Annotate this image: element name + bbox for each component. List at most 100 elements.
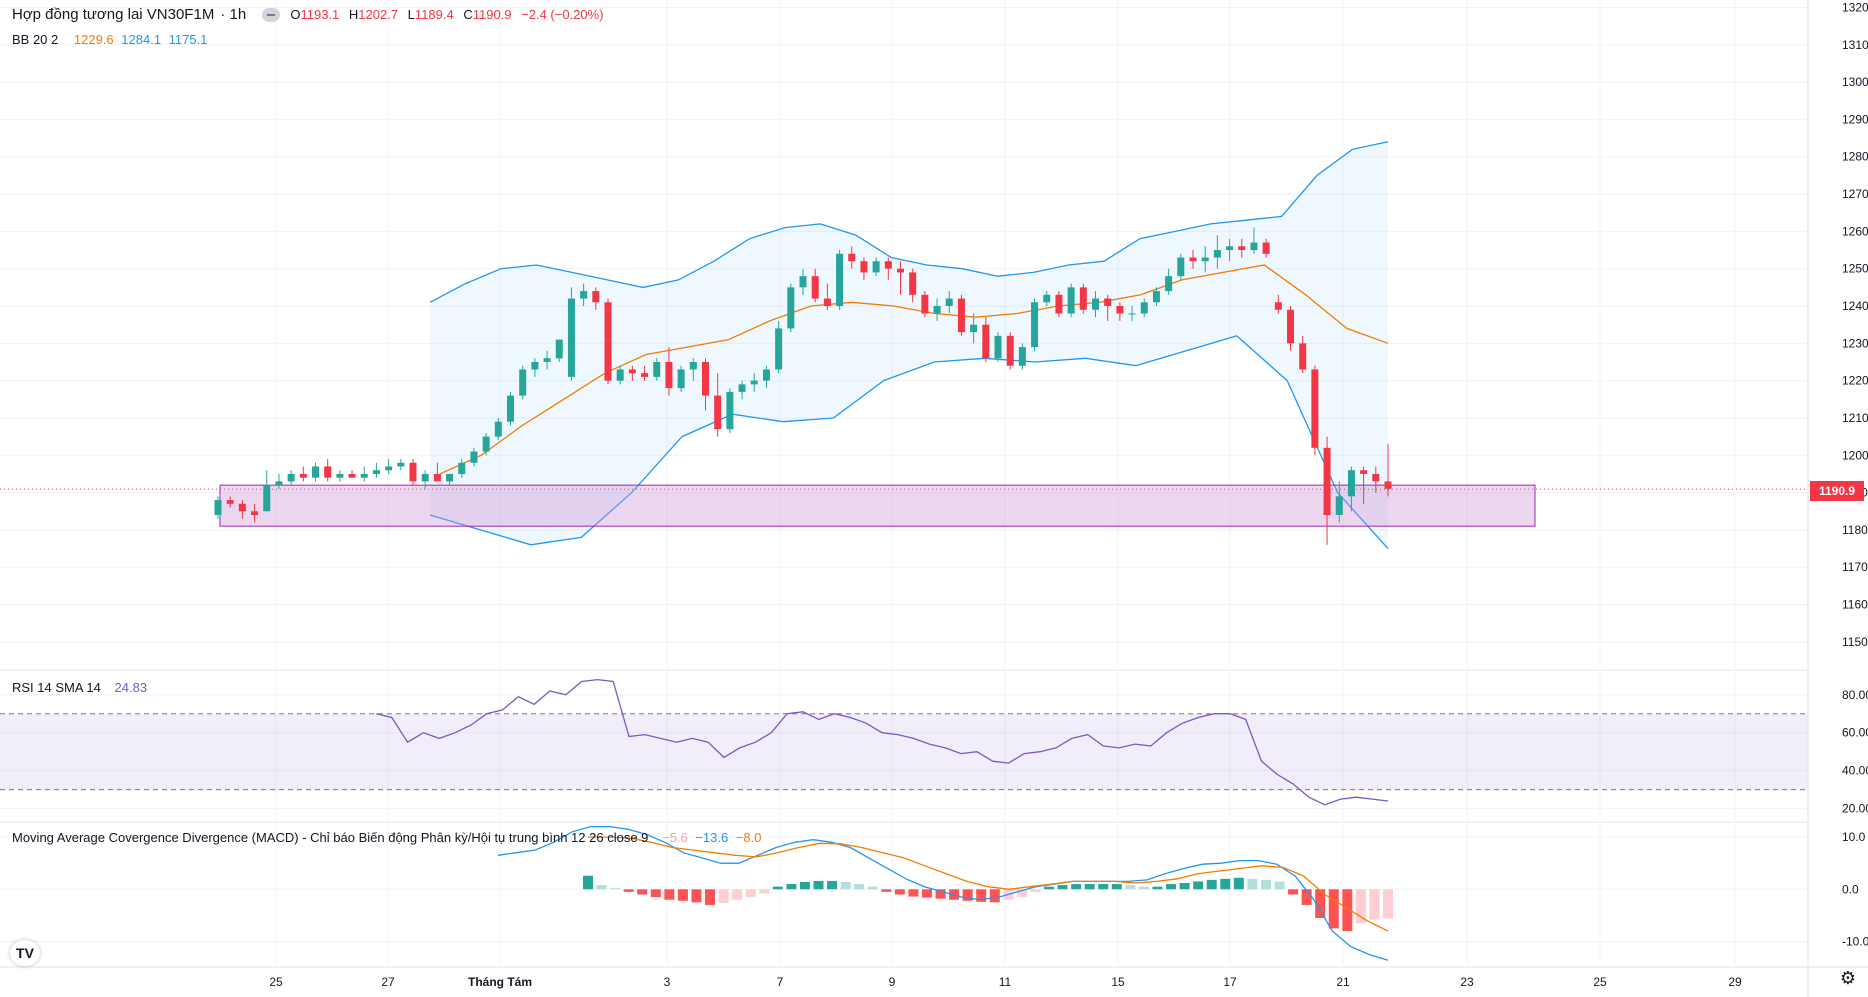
macd-histogram-bar — [759, 889, 770, 894]
candle-body — [226, 500, 234, 504]
price-axis-label: 1170.0 — [1842, 560, 1868, 574]
candle-body — [726, 391, 734, 430]
macd-histogram-bar — [1328, 889, 1339, 929]
macd-histogram-bar — [1111, 884, 1122, 890]
signal-line — [588, 836, 1389, 932]
price-axis-label: 20.00 — [1842, 802, 1868, 816]
price-axis-label: 40.00 — [1842, 764, 1868, 778]
candle-body — [982, 324, 990, 359]
bb-lower-line — [429, 335, 1389, 550]
macd-legend[interactable]: Moving Average Covergence Divergence (MA… — [12, 830, 762, 845]
macd-histogram-bar — [691, 889, 702, 903]
price-axis-label: -10.0 — [1842, 935, 1868, 949]
time-axis-label: 23 — [1460, 975, 1474, 989]
candle-body — [1372, 473, 1380, 482]
candle-body — [641, 373, 649, 377]
candle-body — [263, 485, 271, 512]
macd-histogram-bar — [705, 889, 716, 905]
candle-body — [372, 470, 380, 474]
macd-legend-signal: −8.0 — [735, 830, 762, 845]
macd-histogram-bar — [867, 886, 878, 890]
macd-histogram-bar — [596, 885, 607, 890]
candle-body — [214, 500, 222, 515]
time-axis-label: 25 — [1593, 975, 1607, 989]
macd-histogram-bar — [840, 881, 851, 890]
macd-histogram-bar — [732, 889, 743, 900]
candle-body — [312, 466, 319, 478]
macd-histogram-bar — [1383, 889, 1393, 919]
low-label: L — [407, 7, 415, 22]
price-axis-label: 1250.0 — [1842, 262, 1868, 276]
bollinger-bands — [429, 141, 1389, 550]
candle-body — [1262, 242, 1270, 254]
price-axis-label: 1160.0 — [1842, 598, 1868, 612]
candle-body — [1213, 250, 1221, 258]
candle-body — [1128, 313, 1136, 315]
interval-label[interactable]: · 1h — [220, 6, 247, 23]
rsi-legend[interactable]: RSI 14 SMA 14 24.83 — [12, 680, 147, 695]
candle-body — [1006, 335, 1014, 366]
candle-body — [738, 384, 746, 392]
macd-histogram-bar — [1220, 878, 1231, 890]
candle-body — [1152, 291, 1160, 303]
candle-body — [470, 451, 478, 463]
candle-body — [519, 369, 527, 396]
time-axis-label: 15 — [1111, 975, 1125, 989]
candle-body — [1201, 257, 1209, 262]
time-axis-label: 7 — [777, 975, 784, 989]
chart-header: Hợp đồng tương lai VN30F1M · 1h O1193.1 H… — [12, 6, 616, 23]
bb-upper-line — [429, 141, 1389, 303]
time-axis[interactable]: 25 27 Tháng Tám 3 7 9 11 15 17 21 23 25 29 — [269, 975, 1742, 989]
rsi-band-fill — [0, 713, 1808, 790]
time-axis-label: 27 — [381, 975, 395, 989]
tradingview-logo[interactable]: TV — [10, 940, 40, 966]
candle-body — [799, 276, 807, 288]
macd-histogram-bar — [935, 889, 946, 899]
macd-histogram-bar — [1342, 889, 1353, 932]
macd-histogram-bar — [881, 889, 892, 892]
candle-body — [1055, 294, 1063, 314]
macd-histogram-bar — [1233, 877, 1244, 890]
price-axis-label: 1180.0 — [1842, 523, 1868, 537]
candle-body — [1189, 257, 1197, 262]
candle-body — [1140, 302, 1148, 314]
candle-body — [507, 395, 514, 422]
bb-legend[interactable]: BB 20 2 1229.6 1284.1 1175.1 — [12, 32, 207, 47]
macd-histogram-bar — [908, 889, 919, 897]
candlestick-series — [214, 227, 1392, 545]
price-axis-label: 1320.0 — [1842, 0, 1868, 14]
price-axis[interactable]: 1150.01160.01170.01180.01190.01200.01210… — [1842, 0, 1868, 948]
candle-body — [1323, 447, 1331, 515]
macd-histogram-bar — [854, 884, 865, 890]
zone-box — [219, 484, 1536, 527]
candle-body — [1347, 470, 1355, 497]
price-axis-label: 60.00 — [1842, 726, 1868, 740]
candle-body — [543, 358, 551, 362]
time-axis-label: 11 — [999, 975, 1012, 989]
candle-body — [836, 253, 844, 307]
gear-icon[interactable]: ⚙ — [1839, 968, 1856, 988]
macd-histogram-bar — [583, 875, 593, 890]
candle-body — [689, 361, 697, 370]
candle-body — [750, 380, 758, 385]
candle-body — [275, 481, 283, 486]
change-value: −2.4 (−0.20%) — [521, 7, 604, 22]
candle-body — [1335, 496, 1343, 515]
macd-histogram-bar — [1016, 889, 1027, 898]
symbol-title[interactable]: Hợp đồng tương lai VN30F1M — [12, 6, 215, 23]
time-axis-label: 3 — [664, 975, 671, 989]
bb-basis-line — [439, 264, 1389, 475]
macd-histogram-bar — [1071, 884, 1082, 890]
candle-body — [1116, 306, 1124, 314]
eye-icon[interactable] — [262, 8, 281, 23]
candle-body — [848, 253, 856, 262]
macd-histogram-bar — [1125, 885, 1136, 890]
macd-histogram-bar — [772, 886, 783, 890]
bb-legend-name: BB 20 2 — [12, 32, 59, 47]
rsi-pane — [0, 678, 1808, 806]
macd-histogram-bar — [1193, 881, 1204, 890]
candle-body — [251, 511, 259, 515]
price-axis-label: 1290.0 — [1842, 112, 1868, 126]
candle-body — [872, 261, 880, 273]
